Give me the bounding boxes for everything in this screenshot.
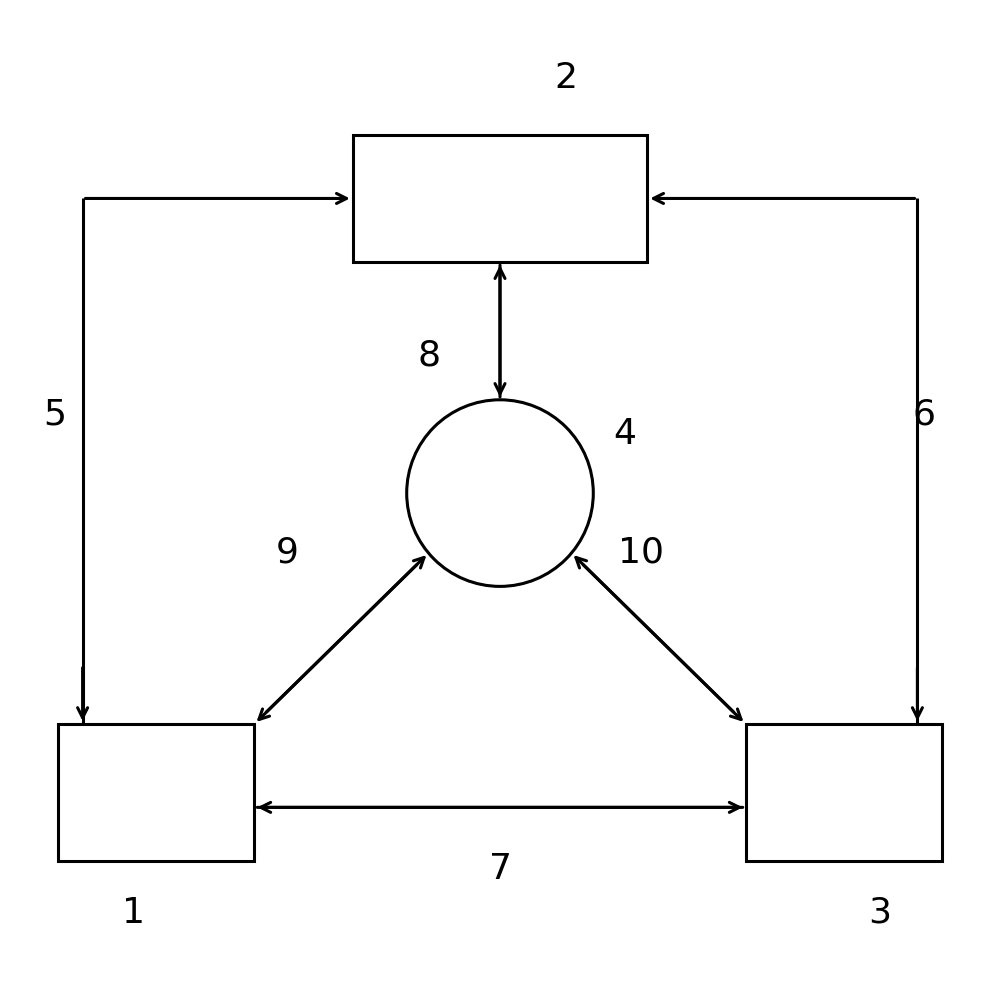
Text: 7: 7	[488, 852, 512, 885]
Text: 5: 5	[43, 397, 66, 431]
Bar	[746, 724, 942, 862]
Bar	[58, 724, 254, 862]
Text: 6: 6	[912, 397, 935, 431]
Text: 2: 2	[554, 61, 577, 95]
Circle shape	[407, 399, 593, 587]
Text: 8: 8	[418, 339, 441, 373]
Text: 1: 1	[122, 895, 145, 929]
Text: 9: 9	[276, 535, 299, 569]
Bar	[353, 134, 647, 262]
Text: 10: 10	[618, 535, 664, 569]
Text: 4: 4	[613, 417, 636, 451]
Text: 3: 3	[868, 895, 891, 929]
